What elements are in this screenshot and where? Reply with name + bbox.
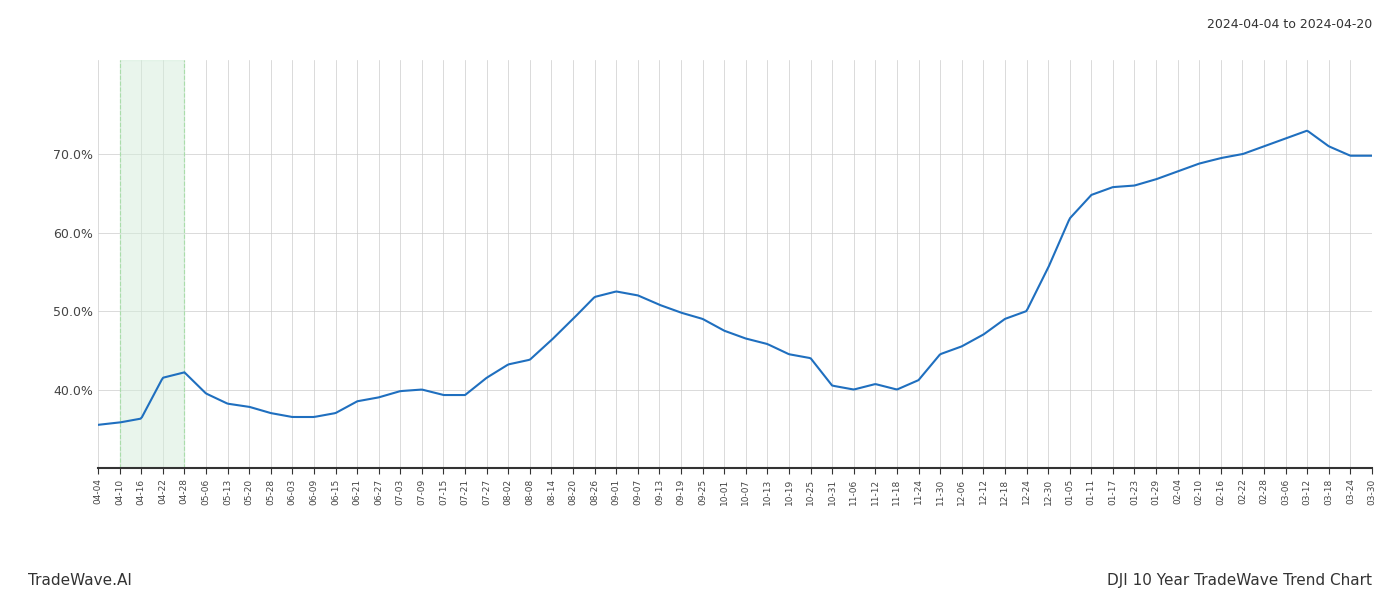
Text: DJI 10 Year TradeWave Trend Chart: DJI 10 Year TradeWave Trend Chart [1107, 573, 1372, 588]
Text: 2024-04-04 to 2024-04-20: 2024-04-04 to 2024-04-20 [1207, 18, 1372, 31]
Bar [119, 60, 185, 468]
Text: TradeWave.AI: TradeWave.AI [28, 573, 132, 588]
